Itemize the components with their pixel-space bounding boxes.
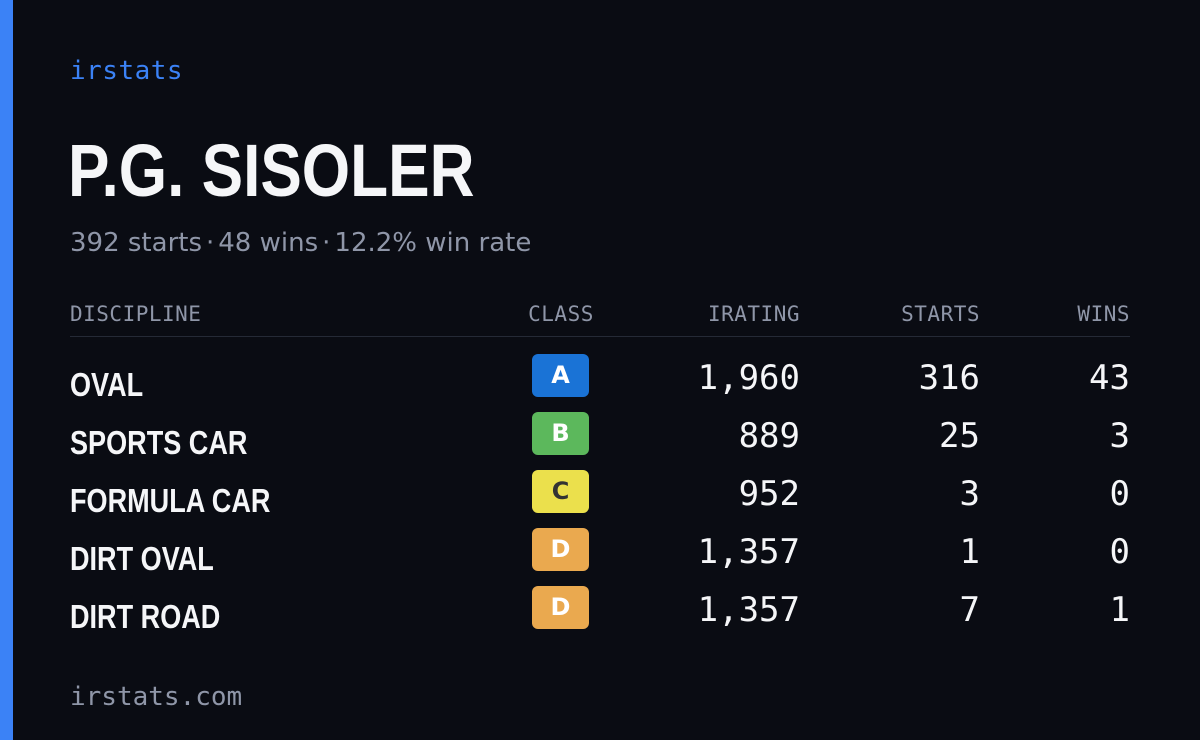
discipline-name: DIRT OVAL bbox=[70, 540, 214, 577]
wins-value: 0 bbox=[1109, 474, 1130, 514]
starts-value: 316 bbox=[918, 358, 980, 398]
discipline-name: OVAL bbox=[70, 366, 144, 403]
footer-url: irstats.com bbox=[70, 682, 243, 712]
wins-value: 3 bbox=[1109, 416, 1130, 456]
irating-value: 1,960 bbox=[697, 358, 800, 398]
summary-separator: · bbox=[322, 228, 331, 258]
table-header: DISCIPLINE CLASS IRATING STARTS WINS bbox=[70, 298, 1130, 337]
table-row: DIRT ROAD D 1,357 7 1 bbox=[70, 582, 1130, 640]
accent-bar bbox=[0, 0, 13, 740]
starts-value: 1 bbox=[959, 532, 980, 572]
class-badge: C bbox=[532, 470, 589, 513]
irating-value: 952 bbox=[738, 474, 800, 514]
wins-value: 1 bbox=[1109, 590, 1130, 630]
class-badge: B bbox=[532, 412, 589, 455]
irating-value: 1,357 bbox=[697, 590, 800, 630]
class-badge: D bbox=[532, 586, 589, 629]
brand-logo: irstats bbox=[70, 56, 184, 86]
starts-value: 3 bbox=[959, 474, 980, 514]
summary-win-rate: 12.2% win rate bbox=[334, 228, 532, 258]
table-row: DIRT OVAL D 1,357 1 0 bbox=[70, 524, 1130, 582]
discipline-name: FORMULA CAR bbox=[70, 482, 271, 519]
wins-value: 0 bbox=[1109, 532, 1130, 572]
starts-value: 7 bbox=[959, 590, 980, 630]
class-badge: D bbox=[532, 528, 589, 571]
irating-value: 889 bbox=[738, 416, 800, 456]
stats-table: OVAL A 1,960 316 43 SPORTS CAR B 889 25 … bbox=[70, 350, 1130, 640]
driver-summary: 392 starts · 48 wins · 12.2% win rate bbox=[70, 228, 531, 258]
class-badge: A bbox=[532, 354, 589, 397]
discipline-name: SPORTS CAR bbox=[70, 424, 248, 461]
irating-value: 1,357 bbox=[697, 532, 800, 572]
wins-value: 43 bbox=[1089, 358, 1130, 398]
summary-starts: 392 starts bbox=[70, 228, 202, 258]
starts-value: 25 bbox=[939, 416, 980, 456]
header-starts: STARTS bbox=[901, 302, 980, 326]
table-row: OVAL A 1,960 316 43 bbox=[70, 350, 1130, 408]
header-discipline: DISCIPLINE bbox=[70, 302, 202, 326]
summary-separator: · bbox=[206, 228, 215, 258]
summary-wins: 48 wins bbox=[218, 228, 319, 258]
table-row: SPORTS CAR B 889 25 3 bbox=[70, 408, 1130, 466]
header-irating: IRATING bbox=[707, 302, 800, 326]
table-row: FORMULA CAR C 952 3 0 bbox=[70, 466, 1130, 524]
discipline-name: DIRT ROAD bbox=[70, 598, 221, 635]
driver-name: P.G. SISOLER bbox=[68, 129, 475, 212]
header-wins: WINS bbox=[1077, 302, 1130, 326]
header-class: CLASS bbox=[528, 302, 594, 326]
